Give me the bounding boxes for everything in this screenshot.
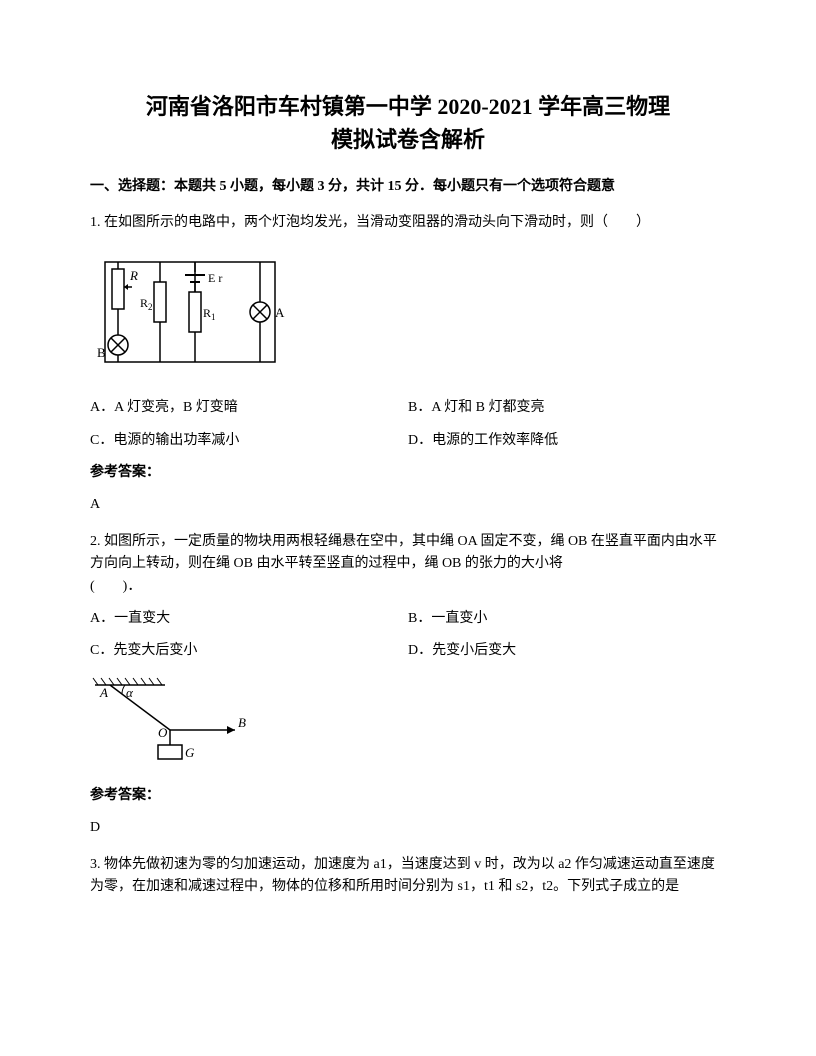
question-3: 3. 物体先做初速为零的匀加速运动，加速度为 a1，当速度达到 v 时，改为以 …	[90, 854, 726, 899]
label-B: B	[97, 345, 106, 360]
q1-options-row1: A．A 灯变亮，B 灯变暗 B．A 灯和 B 灯都变亮	[90, 397, 726, 419]
q1-optA: A．A 灯变亮，B 灯变暗	[90, 397, 408, 419]
q2-options-row2: C．先变大后变小 D．先变小后变大	[90, 640, 726, 662]
title-line2: 模拟试卷含解析	[90, 123, 726, 156]
q1-options-row2: C．电源的输出功率减小 D．电源的工作效率降低	[90, 430, 726, 452]
q2-options-row1: A．一直变大 B．一直变小	[90, 608, 726, 630]
label-A: A	[275, 305, 285, 320]
section-header: 一、选择题：本题共 5 小题，每小题 3 分，共计 15 分．每小题只有一个选项…	[90, 176, 726, 198]
label-O: O	[158, 725, 168, 740]
q2-optA: A．一直变大	[90, 608, 408, 630]
q2-optD: D．先变小后变大	[408, 640, 726, 662]
q1-answer: A	[90, 494, 726, 516]
q1-optD: D．电源的工作效率降低	[408, 430, 726, 452]
q2-optC: C．先变大后变小	[90, 640, 408, 662]
q2-optB: B．一直变小	[408, 608, 726, 630]
q3-text: 3. 物体先做初速为零的匀加速运动，加速度为 a1，当速度达到 v 时，改为以 …	[90, 854, 726, 899]
label-R1: R1	[203, 306, 216, 322]
circuit-diagram-icon: R B R2 R1 E r	[90, 247, 290, 377]
title-line1: 河南省洛阳市车村镇第一中学 2020-2021 学年高三物理	[90, 90, 726, 123]
q1-optB: B．A 灯和 B 灯都变亮	[408, 397, 726, 419]
rope-diagram-icon: A α O B G	[90, 675, 260, 765]
q2-rope-figure: A α O B G	[90, 675, 726, 773]
question-1: 1. 在如图所示的电路中，两个灯泡均发光，当滑动变阻器的滑动头向下滑动时，则（ …	[90, 212, 726, 516]
label-B2: B	[238, 715, 246, 730]
q1-text: 1. 在如图所示的电路中，两个灯泡均发光，当滑动变阻器的滑动头向下滑动时，则（ …	[90, 212, 726, 234]
q2-answer: D	[90, 817, 726, 839]
label-alpha: α	[126, 685, 134, 700]
q1-answer-label: 参考答案：	[90, 462, 726, 484]
label-Er: E r	[208, 271, 222, 285]
label-R: R	[129, 268, 138, 283]
q1-circuit-figure: R B R2 R1 E r	[90, 247, 726, 385]
label-A2: A	[99, 685, 108, 700]
label-R2: R2	[140, 296, 153, 312]
question-2: 2. 如图所示，一定质量的物块用两根轻绳悬在空中，其中绳 OA 固定不变，绳 O…	[90, 531, 726, 840]
q1-optC: C．电源的输出功率减小	[90, 430, 408, 452]
q2-text: 2. 如图所示，一定质量的物块用两根轻绳悬在空中，其中绳 OA 固定不变，绳 O…	[90, 531, 726, 598]
label-G: G	[185, 745, 195, 760]
q2-answer-label: 参考答案：	[90, 785, 726, 807]
